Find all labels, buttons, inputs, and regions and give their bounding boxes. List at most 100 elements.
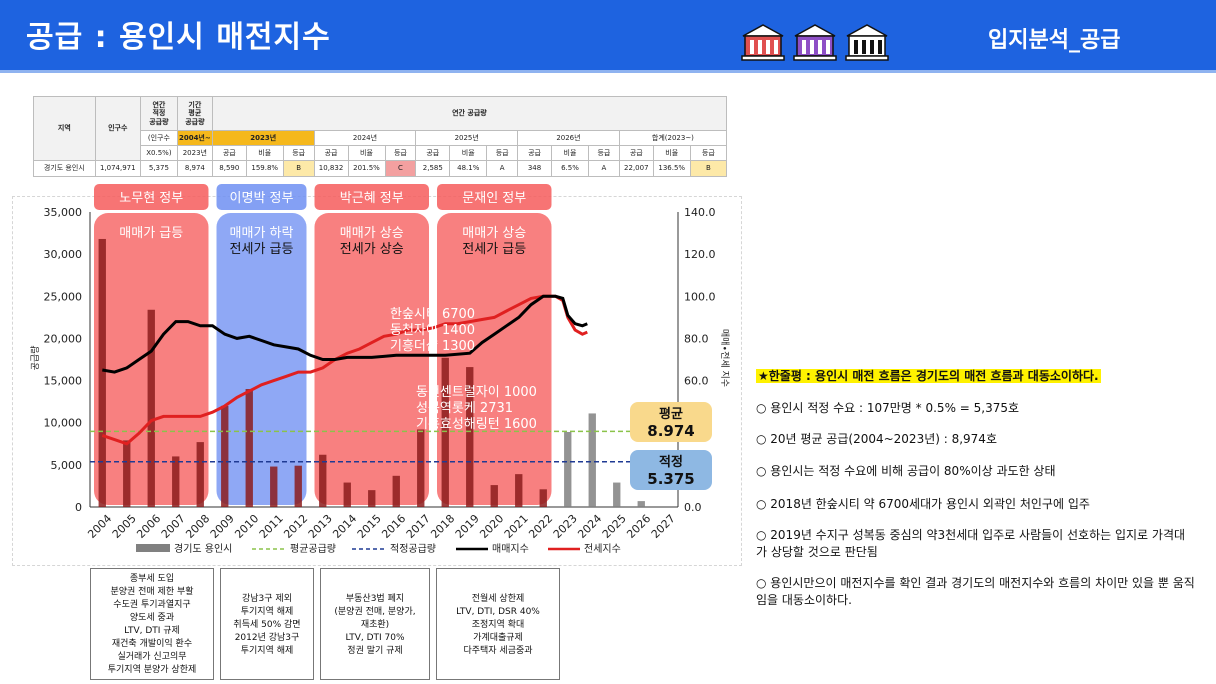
x-tick-label: 2010	[232, 512, 261, 541]
table-cell: A	[486, 160, 519, 177]
annotation-text: 성복역롯케 2731	[416, 401, 513, 416]
note-line: 재건축 개발이익 환수	[111, 639, 193, 649]
proper-badge-value: 5.375	[647, 470, 694, 488]
table-header-avg: 기간 평균 공급량	[176, 96, 213, 131]
table-cell: 201.5%	[347, 160, 386, 177]
supply-bar	[123, 440, 131, 507]
x-tick-label: 2020	[477, 512, 506, 541]
x-tick-label: 2011	[257, 512, 286, 541]
note-line: 투기지역 해제	[240, 646, 294, 656]
x-tick-label: 2026	[624, 512, 653, 541]
x-tick-label: 2015	[355, 512, 384, 541]
sale-index-line	[102, 294, 588, 374]
table-cell: B	[282, 160, 315, 177]
annotation-text: 동천자이 1400	[390, 323, 475, 338]
table-cell: 1,074,971	[94, 160, 141, 177]
table-subheader: 2004년~	[176, 130, 213, 146]
supply-bar	[319, 454, 327, 507]
note-line: 정권 말기 규제	[347, 646, 403, 656]
table-header-annual: 연간 공급량	[211, 96, 728, 131]
era-label: 노무현 정부	[119, 191, 183, 206]
x-tick-label: 2006	[134, 512, 163, 541]
table-cell: 8,974	[176, 160, 213, 177]
annotation-text: 기흥더샵 1300	[390, 339, 475, 354]
summary-item: ○ 2018년 한숲시티 약 6700세대가 용인시 외곽인 처인구에 입주	[756, 497, 1090, 511]
era-title: 매매가 상승	[340, 226, 404, 241]
note-line: 투기지역 분양가 상한제	[107, 665, 197, 675]
y-tick-left: 35,000	[44, 206, 83, 219]
supply-bar	[343, 482, 351, 507]
table-header-proper: 연간 적정 공급량	[139, 96, 178, 131]
x-tick-label: 2005	[110, 512, 139, 541]
y-tick-left: 5,000	[51, 459, 83, 472]
supply-bar	[637, 501, 645, 507]
supply-bar	[588, 413, 596, 507]
table-cell: C	[384, 160, 417, 177]
table-cell: 5,375	[139, 160, 178, 177]
header-divider	[0, 70, 1216, 73]
note-line: 수도권 투기과열지구	[113, 600, 191, 610]
section-label: 입지분석_공급	[988, 28, 1121, 53]
x-tick-label: 2016	[379, 512, 408, 541]
annotation-text: 한숲시티 6700	[390, 307, 475, 322]
legend-label: 매매지수	[492, 543, 529, 555]
x-tick-label: 2014	[330, 512, 359, 541]
summary-item: ○ 2019년 수지구 성복동 중심의 약3천세대 입주로 사람들이 선호하는 …	[756, 528, 1186, 559]
policy-note-roh: 종부세 도입 분양권 전매 제한 부활 수도권 투기과열지구 양도세 중과 LT…	[90, 568, 214, 680]
building-icon	[845, 24, 889, 61]
x-tick-label: 2025	[600, 512, 629, 541]
note-line: 실거래가 신고의무	[117, 652, 187, 662]
building-icon	[793, 24, 837, 61]
supply-bar	[490, 485, 498, 507]
supply-bar	[270, 466, 278, 507]
supply-bar	[196, 442, 204, 507]
supply-bar	[515, 474, 523, 507]
summary-item: ○ 용인시만으이 매전지수를 확인 결과 경기도의 매전지수와 흐름의 차이만 …	[756, 576, 1195, 607]
supply-bar	[392, 475, 400, 507]
era-subtitle: 전세가 급등	[230, 242, 294, 257]
page-title: 공급 : 용인시 매전지수	[26, 20, 331, 55]
note-line: 가계대출규제	[473, 633, 523, 643]
era-label: 문재인 정부	[462, 191, 526, 206]
note-line: LTV, DTI 규제	[124, 626, 180, 636]
y-axis-right-label: 매매∙전세 지수	[719, 329, 730, 387]
y-tick-left: 20,000	[44, 332, 83, 345]
legend-label: 전세지수	[584, 543, 621, 555]
supply-bar	[564, 431, 572, 507]
supply-bar	[221, 405, 229, 507]
x-tick-label: 2021	[502, 512, 531, 541]
x-tick-label: 2009	[208, 512, 237, 541]
supply-bar	[613, 482, 621, 507]
x-tick-label: 2018	[428, 512, 457, 541]
x-tick-label: 2023	[551, 512, 580, 541]
supply-bar	[245, 389, 253, 507]
y-tick-right: 120.0	[684, 248, 716, 261]
legend-label: 경기도 용인시	[174, 542, 232, 555]
y-tick-left: 0	[75, 501, 82, 514]
supply-bar	[466, 367, 474, 507]
y-tick-right: 0.0	[684, 501, 702, 514]
era-subtitle: 전세가 상승	[340, 242, 404, 257]
x-tick-label: 2027	[649, 512, 678, 541]
avg-badge-value: 8.974	[647, 422, 694, 440]
summary-item: ○ 용인시는 적정 수요에 비해 공급이 80%이상 과도한 상태	[756, 464, 1056, 478]
y-tick-left: 15,000	[44, 375, 83, 388]
supply-bar	[147, 309, 155, 507]
y-tick-left: 10,000	[44, 417, 83, 430]
supply-table: 지역 인구수 연간 적정 공급량 기간 평균 공급량 연간 공급량 (인구수 2…	[33, 96, 728, 177]
x-tick-label: 2022	[526, 512, 555, 541]
table-header-region: 지역	[33, 96, 96, 161]
y-tick-left: 25,000	[44, 290, 83, 303]
summary-headline: ★한줄평 : 용인시 매전 흐름은 경기도의 매전 흐름과 대동소이하다.	[756, 368, 1101, 385]
era-label: 박근혜 정부	[340, 191, 404, 206]
note-line: 취득세 50% 감면	[233, 620, 301, 630]
x-tick-label: 2013	[306, 512, 335, 541]
legend-label: 평균공급량	[290, 543, 336, 555]
table-cell: 6.5%	[551, 160, 589, 177]
supply-bar	[172, 456, 180, 507]
legend-label: 적정공급량	[390, 543, 436, 555]
era-label-box	[216, 184, 307, 210]
note-line: 전월세 상한제	[471, 594, 525, 604]
note-line: (분양권 전매, 분양가,	[334, 607, 416, 617]
title-bar: 공급 : 용인시 매전지수 입지분석_공급	[0, 0, 1216, 70]
